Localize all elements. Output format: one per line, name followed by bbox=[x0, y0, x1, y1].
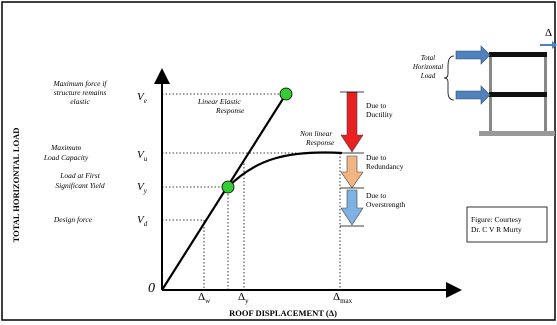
force-level-vu-desc: Maximum Load Capacity bbox=[43, 143, 89, 162]
symbol-vy: Vy bbox=[137, 181, 148, 195]
symbol-vu: Vu bbox=[137, 149, 148, 163]
roof-load-arrow bbox=[455, 45, 491, 65]
column-right-lower bbox=[544, 97, 547, 131]
reduction-brackets bbox=[340, 91, 364, 227]
force-level-ve-desc: Maximum force if structure remains elastic bbox=[52, 79, 107, 106]
overstrength-arrow bbox=[340, 189, 364, 226]
nonlinear-response-label: Non linear Response bbox=[299, 129, 335, 147]
displacement-symbols: Δw Δy Δmax bbox=[198, 291, 353, 305]
force-level-labels: Maximum force if structure remains elastic… bbox=[43, 79, 108, 224]
symbol-vd: Vd bbox=[137, 214, 148, 228]
first-yield-point bbox=[221, 180, 235, 194]
roof-delta-label: Δ bbox=[545, 27, 552, 39]
symbol-delta-max: Δmax bbox=[333, 291, 353, 305]
building-schematic: Total Horizontal Load Δ bbox=[412, 27, 557, 136]
symbol-delta-w: Δw bbox=[198, 291, 211, 305]
elastic-response-line bbox=[161, 93, 287, 291]
reduction-labels: Due to Ductility Due to Redundancy Due to O… bbox=[366, 101, 405, 209]
credit-box: Figure: Courtesy Dr. C V R Murty bbox=[466, 206, 548, 243]
y-axis-title: TOTAL HORIZONTAL LOAD bbox=[11, 128, 21, 243]
origin-label: 0 bbox=[148, 281, 155, 296]
column-right-upper bbox=[544, 57, 547, 92]
column-left-upper bbox=[489, 57, 492, 92]
force-level-vy-desc: Load at First Significant Yield bbox=[55, 171, 104, 190]
overstrength-label: Due to Overstrength bbox=[366, 191, 405, 209]
redundancy-arrow bbox=[340, 155, 364, 189]
ground bbox=[479, 131, 555, 136]
nonlinear-response-curve bbox=[227, 151, 343, 188]
reduction-arrows bbox=[340, 91, 364, 226]
floor-load-arrow bbox=[455, 85, 491, 105]
guide-lines bbox=[162, 93, 341, 290]
floor-slab bbox=[489, 92, 547, 97]
roof-slab bbox=[489, 52, 547, 57]
ductility-arrow bbox=[340, 91, 364, 153]
elastic-max-point bbox=[279, 87, 293, 101]
ductility-label: Due to Ductility bbox=[366, 101, 393, 119]
column-left-lower bbox=[489, 97, 492, 131]
building-load-label: Total Horizontal Load bbox=[412, 54, 443, 80]
x-axis-title: ROOF DISPLACEMENT (Δ) bbox=[229, 308, 337, 318]
roof-delta-arrow bbox=[540, 41, 557, 49]
symbol-delta-y: Δy bbox=[238, 291, 249, 305]
elastic-response-label: Linear Elastic Response bbox=[197, 97, 245, 115]
force-symbols: Ve Vu Vy Vd bbox=[137, 91, 148, 228]
building-load-brace bbox=[443, 55, 455, 101]
force-level-vd-desc: Design force bbox=[53, 215, 93, 224]
credit-text: Figure: Courtesy Dr. C V R Murty bbox=[471, 215, 522, 234]
symbol-ve: Ve bbox=[137, 91, 147, 105]
redundancy-label: Due to Redundancy bbox=[366, 153, 404, 171]
